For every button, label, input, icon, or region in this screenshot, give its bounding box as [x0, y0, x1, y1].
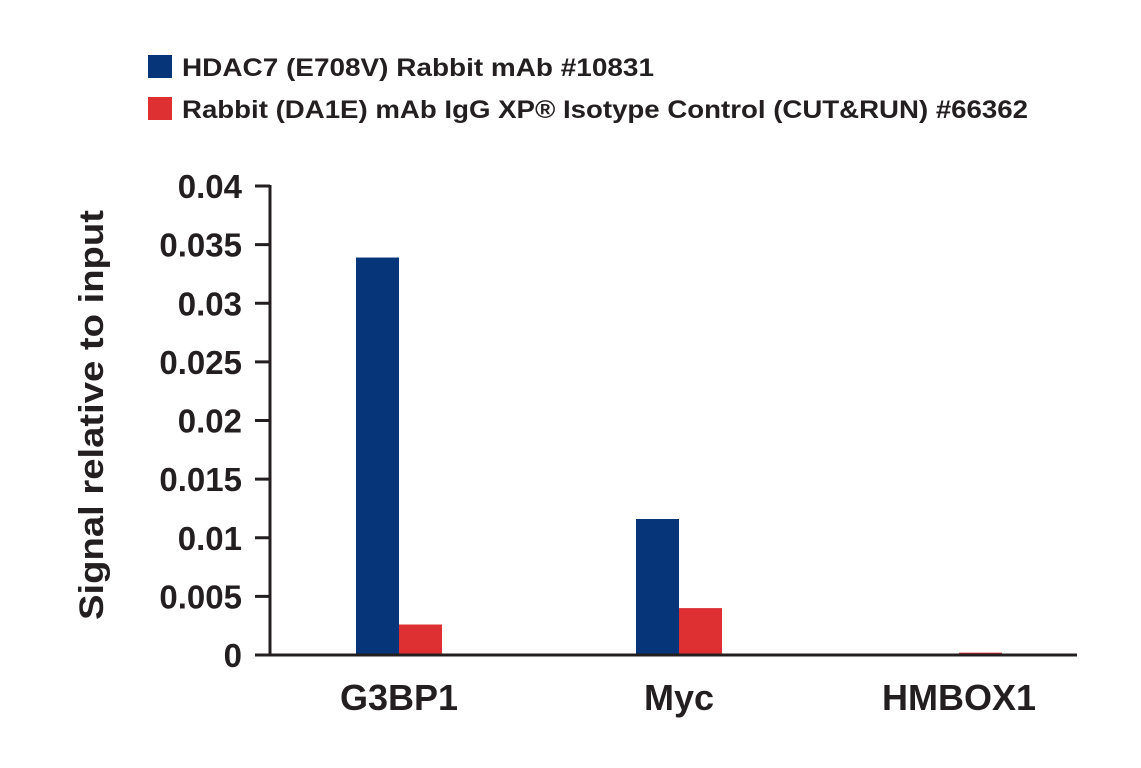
y-tick-label: 0.03	[178, 285, 242, 322]
bar-myc-series-1	[636, 518, 679, 655]
x-tick-label: Myc	[644, 677, 714, 718]
legend-swatch-isotype-control	[148, 97, 172, 120]
y-tick-label: 0.005	[159, 578, 242, 615]
x-tick-label: HMBOX1	[882, 677, 1036, 718]
y-tick-label: 0	[224, 637, 242, 674]
bar-g3bp1-series-2	[399, 624, 442, 655]
bar-myc-series-2	[679, 608, 722, 655]
legend-swatch-hdac7	[148, 55, 172, 78]
y-axis-label: Signal relative to input	[73, 210, 111, 620]
y-ticks: 0 0.005 0.01 0.015 0.02 0.025 0.03 0.035 0.04	[159, 168, 270, 674]
y-tick-label: 0.04	[178, 168, 243, 205]
y-tick-label: 0.035	[159, 227, 242, 264]
legend-label-isotype-control: Rabbit (DA1E) mAb IgG XP® Isotype Contro…	[182, 96, 1028, 124]
x-tick-labels: G3BP1 Myc HMBOX1	[340, 677, 1036, 718]
y-tick-label: 0.02	[178, 403, 242, 440]
legend: HDAC7 (E708V) Rabbit mAb #10831 Rabbit (…	[148, 54, 1028, 124]
bar-g3bp1-series-1	[356, 257, 399, 655]
y-tick-label: 0.025	[159, 344, 242, 381]
x-tick-label: G3BP1	[340, 677, 458, 718]
y-tick-label: 0.01	[178, 520, 242, 557]
legend-label-hdac7: HDAC7 (E708V) Rabbit mAb #10831	[182, 54, 654, 82]
y-tick-label: 0.015	[159, 461, 242, 498]
bars	[356, 257, 1002, 655]
